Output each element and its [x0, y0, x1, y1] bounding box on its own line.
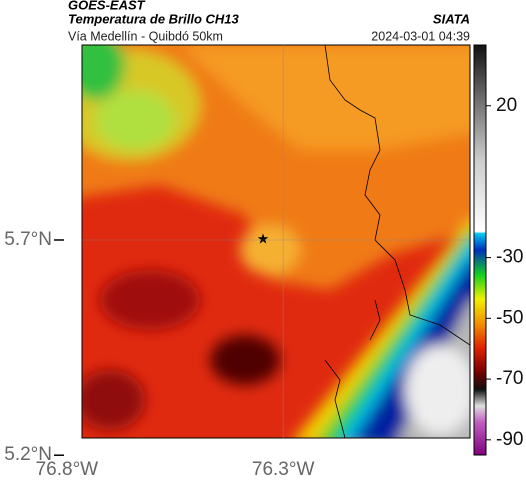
- x-tick-label: 76.3°W: [252, 459, 315, 480]
- location-marker: ★: [257, 231, 270, 247]
- satellite-image: ★: [82, 45, 470, 438]
- route: Vía Medellín - Quibdó 50km: [68, 29, 223, 43]
- y-tick-label: 5.7°N: [4, 229, 52, 250]
- colorbar-tick-label: -90: [496, 429, 523, 450]
- colorbar-tick-label: -50: [496, 307, 523, 328]
- subtitle: Temperatura de Brillo CH13: [68, 11, 240, 26]
- colorbar-tick-label: -30: [496, 247, 523, 268]
- colorbar: [473, 44, 487, 456]
- source: SIATA: [433, 11, 470, 26]
- title: GOES-EAST: [68, 0, 146, 12]
- y-tick-label: 5.2°N: [4, 444, 52, 465]
- timestamp: 2024-03-01 04:39: [371, 29, 470, 43]
- colorbar-tick-label: 20: [496, 95, 517, 116]
- map-frame: [81, 44, 471, 439]
- x-tick-label: 76.8°W: [36, 459, 99, 480]
- colorbar-tick-label: -70: [496, 368, 523, 389]
